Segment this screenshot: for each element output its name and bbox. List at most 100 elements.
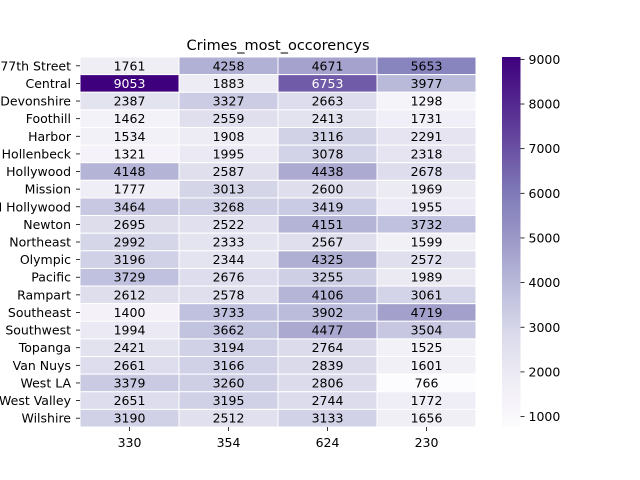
colorbar-tick-label: 1000 (529, 409, 561, 424)
cell-value-label: 3166 (213, 358, 245, 373)
y-tick-label: Hollenbeck (2, 146, 72, 161)
cell-value-label: 1400 (114, 305, 146, 320)
cell-value-label: 4325 (312, 252, 344, 267)
cell-value-label: 9053 (114, 76, 146, 91)
colorbar-tick-label: 4000 (529, 275, 561, 290)
cell-value-label: 2572 (411, 252, 443, 267)
y-tick-label: N Hollywood (0, 199, 71, 214)
chart-title: Crimes_most_occorencys (187, 38, 370, 54)
cell-value-label: 3255 (312, 270, 344, 285)
cell-value-label: 2992 (114, 235, 146, 250)
y-tick-label: Central (25, 76, 71, 91)
y-tick-label: Northeast (9, 235, 71, 250)
colorbar-tick-label: 8000 (529, 97, 561, 112)
colorbar-tick-label: 9000 (529, 52, 561, 67)
cell-value-label: 1761 (114, 58, 146, 73)
cell-value-label: 766 (415, 375, 439, 390)
y-tick-label: Topanga (18, 340, 71, 355)
cell-value-label: 1994 (114, 323, 146, 338)
y-tick-label: Southwest (5, 323, 71, 338)
cell-value-label: 2413 (312, 111, 344, 126)
cell-value-label: 2600 (312, 182, 344, 197)
heatmap-cells: 1761 4258 4671 5653 9053 1883 6753 3977 2387 3327… (79, 56, 477, 428)
cell-value-label: 2663 (312, 94, 344, 109)
y-tick-label: Mission (25, 182, 71, 197)
cell-value-label: 6753 (312, 76, 344, 91)
y-tick-label: Wilshire (22, 411, 72, 426)
cell-value-label: 2387 (114, 94, 146, 109)
cell-value-label: 1772 (411, 393, 443, 408)
cell-value-label: 1462 (114, 111, 146, 126)
cell-value-label: 2806 (312, 375, 344, 390)
cell-value-label: 1599 (411, 235, 443, 250)
y-tick-label: West LA (20, 375, 71, 390)
cell-value-label: 3194 (213, 340, 245, 355)
cell-value-label: 3013 (213, 182, 245, 197)
cell-value-label: 2421 (114, 340, 146, 355)
cell-value-label: 1525 (411, 340, 443, 355)
cell-value-label: 2512 (213, 411, 245, 426)
cell-value-label: 3902 (312, 305, 344, 320)
cell-value-label: 1989 (411, 270, 443, 285)
cell-value-label: 1883 (213, 76, 245, 91)
colorbar: 1000 2000 3000 4000 5000 6000 7000 8000 9000 (502, 52, 560, 427)
cell-value-label: 3464 (114, 199, 146, 214)
colorbar-tick-label: 6000 (529, 186, 561, 201)
cell-value-label: 2695 (114, 217, 146, 232)
cell-value-label: 3379 (114, 375, 146, 390)
y-tick-label: Newton (23, 217, 71, 232)
colorbar-tick-label: 3000 (529, 320, 561, 335)
cell-value-label: 2839 (312, 358, 344, 373)
cell-value-label: 2344 (213, 252, 245, 267)
cell-value-label: 4719 (411, 305, 443, 320)
cell-value-label: 3061 (411, 287, 443, 302)
colorbar-tick-label: 7000 (529, 141, 561, 156)
x-tick-label: 330 (118, 435, 142, 450)
cell-value-label: 2744 (312, 393, 344, 408)
cell-value-label: 1298 (411, 94, 443, 109)
y-tick-label: 77th Street (0, 58, 71, 73)
y-tick-label: Hollywood (6, 164, 71, 179)
cell-value-label: 4671 (312, 58, 344, 73)
y-tick-label: Olympic (20, 252, 71, 267)
cell-value-label: 2661 (114, 358, 146, 373)
y-tick-label: Van Nuys (13, 358, 71, 373)
y-tick-label: Rampart (17, 287, 71, 302)
cell-value-label: 2578 (213, 287, 245, 302)
cell-value-label: 3116 (312, 129, 344, 144)
y-tick-label: Southeast (8, 305, 71, 320)
cell-value-label: 1731 (411, 111, 443, 126)
cell-value-label: 3190 (114, 411, 146, 426)
cell-value-label: 3504 (411, 323, 443, 338)
cell-value-label: 2559 (213, 111, 245, 126)
cell-value-label: 1656 (411, 411, 443, 426)
y-tick-label: West Valley (0, 393, 72, 408)
y-tick-label: Harbor (28, 129, 72, 144)
cell-value-label: 2612 (114, 287, 146, 302)
cell-value-label: 3196 (114, 252, 146, 267)
cell-value-label: 1601 (411, 358, 443, 373)
cell-value-label: 4477 (312, 323, 344, 338)
cell-value-label: 3729 (114, 270, 146, 285)
cell-value-label: 1955 (411, 199, 443, 214)
cell-value-label: 3732 (411, 217, 443, 232)
cell-value-label: 1534 (114, 129, 146, 144)
y-tick-label: Devonshire (0, 94, 71, 109)
cell-value-label: 4106 (312, 287, 344, 302)
x-tick-label: 230 (415, 435, 439, 450)
cell-value-label: 2522 (213, 217, 245, 232)
cell-value-label: 2291 (411, 129, 443, 144)
cell-value-label: 3733 (213, 305, 245, 320)
cell-value-label: 3268 (213, 199, 245, 214)
cell-value-label: 4151 (312, 217, 344, 232)
cell-value-label: 2764 (312, 340, 344, 355)
cell-value-label: 2333 (213, 235, 245, 250)
y-axis-ticks: 77th Street Central Devonshire Foothill Harb… (0, 58, 80, 426)
cell-value-label: 2676 (213, 270, 245, 285)
cell-value-label: 4148 (114, 164, 146, 179)
cell-value-label: 2587 (213, 164, 245, 179)
cell-value-label: 3327 (213, 94, 245, 109)
colorbar-tick-label: 2000 (529, 364, 561, 379)
x-tick-label: 624 (316, 435, 340, 450)
